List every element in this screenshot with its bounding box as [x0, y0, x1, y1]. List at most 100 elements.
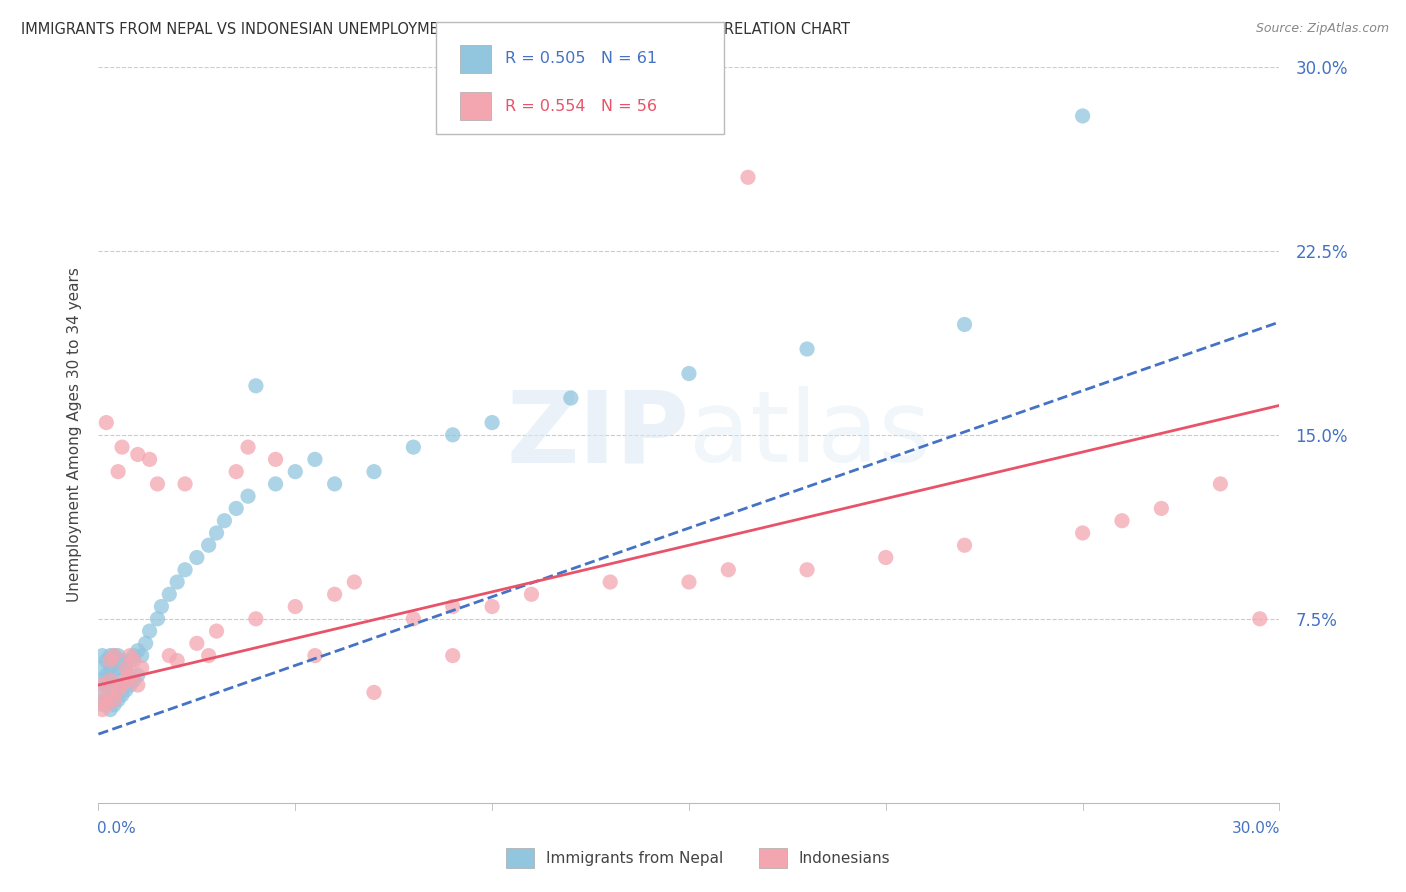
Point [323, 476, 346, 491]
Point [103, 648, 125, 663]
Point [402, 612, 425, 626]
Point [91, 678, 114, 692]
Point [138, 452, 160, 467]
Point [363, 685, 385, 699]
Point [678, 367, 700, 381]
Point [115, 661, 138, 675]
Point [186, 636, 208, 650]
Point [127, 668, 149, 682]
Point [103, 648, 125, 663]
Point [98, 673, 121, 687]
Point [118, 653, 141, 667]
Text: R = 0.505   N = 61: R = 0.505 N = 61 [505, 52, 657, 66]
Point [214, 514, 236, 528]
Point [481, 416, 503, 430]
Point [205, 624, 228, 639]
Point [717, 563, 740, 577]
Point [98, 688, 121, 702]
Point [146, 612, 169, 626]
Point [264, 476, 287, 491]
Point [245, 612, 267, 626]
Text: atlas: atlas [689, 386, 931, 483]
Text: R = 0.554   N = 56: R = 0.554 N = 56 [505, 99, 657, 113]
Point [796, 563, 818, 577]
Point [441, 648, 464, 663]
Point [225, 501, 247, 516]
Point [402, 440, 425, 454]
Point [111, 653, 134, 667]
Point [107, 661, 129, 675]
Point [236, 489, 259, 503]
Point [520, 587, 543, 601]
Text: 30.0%: 30.0% [1232, 822, 1281, 836]
Text: IMMIGRANTS FROM NEPAL VS INDONESIAN UNEMPLOYMENT AMONG AGES 30 TO 34 YEARS CORRE: IMMIGRANTS FROM NEPAL VS INDONESIAN UNEM… [21, 22, 851, 37]
Point [91, 703, 114, 717]
Point [98, 661, 121, 675]
Point [103, 678, 125, 692]
Point [91, 692, 114, 706]
Point [111, 673, 134, 687]
Point [264, 452, 287, 467]
Point [98, 690, 121, 705]
Point [953, 318, 976, 332]
Y-axis label: Unemployment Among Ages 30 to 34 years: Unemployment Among Ages 30 to 34 years [66, 268, 82, 602]
Point [118, 648, 141, 663]
Point [174, 476, 197, 491]
Point [107, 678, 129, 692]
Point [560, 391, 582, 405]
Point [323, 587, 346, 601]
Point [107, 683, 129, 698]
Text: Source: ZipAtlas.com: Source: ZipAtlas.com [1256, 22, 1389, 36]
Point [131, 648, 153, 663]
Text: Immigrants from Nepal: Immigrants from Nepal [546, 851, 723, 865]
Point [363, 465, 385, 479]
Point [1071, 109, 1094, 123]
Point [157, 587, 180, 601]
Point [96, 698, 118, 712]
Point [103, 698, 125, 712]
Point [225, 465, 247, 479]
Point [91, 698, 114, 712]
Point [122, 673, 145, 687]
Point [98, 703, 121, 717]
Point [1150, 501, 1173, 516]
Point [166, 653, 188, 667]
Point [284, 465, 307, 479]
Point [91, 685, 114, 699]
Point [343, 574, 366, 589]
Text: ZIP: ZIP [506, 386, 689, 483]
Point [111, 688, 134, 702]
Point [304, 452, 326, 467]
Point [150, 599, 173, 614]
Point [127, 644, 149, 658]
Point [98, 653, 121, 667]
Point [737, 170, 759, 185]
Point [111, 440, 134, 454]
Point [96, 416, 118, 430]
Point [98, 673, 121, 687]
Point [245, 378, 267, 392]
Point [91, 661, 114, 675]
Point [127, 448, 149, 462]
Point [118, 678, 141, 692]
Point [481, 599, 503, 614]
Point [1249, 612, 1271, 626]
Point [107, 465, 129, 479]
Point [107, 648, 129, 663]
Point [441, 599, 464, 614]
Point [98, 648, 121, 663]
Point [111, 678, 134, 692]
Point [103, 692, 125, 706]
Point [166, 574, 188, 589]
Point [122, 648, 145, 663]
Point [875, 550, 897, 565]
Point [96, 653, 118, 667]
Point [1111, 514, 1133, 528]
Point [953, 538, 976, 552]
Point [284, 599, 307, 614]
Point [96, 692, 118, 706]
Point [146, 476, 169, 491]
Point [115, 683, 138, 698]
Point [91, 673, 114, 687]
Point [118, 668, 141, 682]
